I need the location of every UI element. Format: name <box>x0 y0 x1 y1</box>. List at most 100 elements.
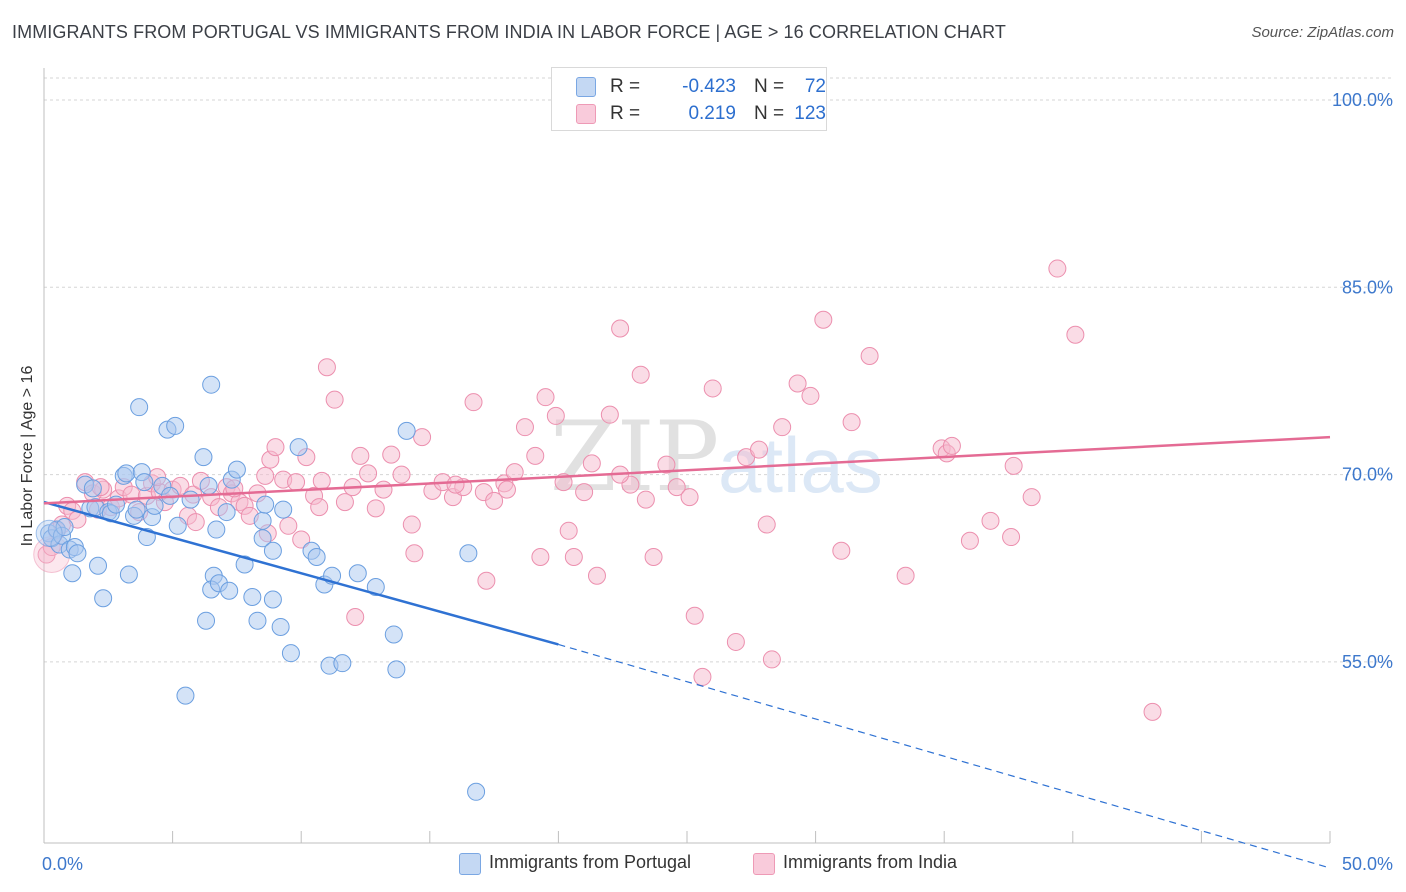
india-point <box>575 483 594 502</box>
india-point <box>366 499 385 518</box>
india-point <box>546 406 565 425</box>
india-point <box>325 390 344 409</box>
portugal-point <box>248 611 267 630</box>
india-point <box>464 393 483 412</box>
portugal-point <box>117 464 136 483</box>
watermark: ZIP atlas <box>550 401 883 513</box>
india-point <box>762 650 781 669</box>
portugal-point <box>253 511 272 530</box>
india-point <box>559 521 578 540</box>
portugal-point <box>181 490 200 509</box>
trend-lines <box>43 435 1331 869</box>
portugal-point <box>235 555 254 574</box>
india-point <box>405 544 424 563</box>
portugal-point <box>55 518 74 537</box>
portugal-point <box>145 496 164 515</box>
india-point <box>960 531 979 550</box>
india-point <box>351 446 370 465</box>
r-label: R = <box>610 103 641 124</box>
india-point <box>750 440 769 459</box>
india-point <box>1048 259 1067 278</box>
portugal-points <box>35 375 486 801</box>
portugal-point <box>467 782 486 801</box>
india-point <box>981 511 1000 530</box>
axes <box>43 68 1331 844</box>
india-point <box>413 428 432 447</box>
india-point <box>266 438 285 457</box>
portugal-point <box>243 587 262 606</box>
india-point <box>1002 528 1021 547</box>
india-point <box>186 513 205 532</box>
portugal-point <box>202 375 221 394</box>
portugal-trend-line <box>43 500 559 646</box>
india-point <box>497 480 516 499</box>
india-point <box>842 413 861 432</box>
india-point <box>335 493 354 512</box>
india-point <box>312 471 331 490</box>
portugal-point <box>83 479 102 498</box>
india-point <box>644 548 663 567</box>
y-tick-label: 100.0% <box>1332 90 1393 110</box>
india-point <box>317 358 336 377</box>
india-point <box>636 490 655 509</box>
y-tick-label: 70.0% <box>1342 465 1393 485</box>
portugal-swatch <box>576 77 596 97</box>
india-point <box>402 515 421 534</box>
portugal-point <box>289 438 308 457</box>
legend-label-india: Immigrants from India <box>783 852 958 872</box>
portugal-point <box>194 448 213 467</box>
r-label: R = <box>610 76 641 97</box>
portugal-point <box>263 590 282 609</box>
portugal-point <box>207 520 226 539</box>
india-point <box>860 346 879 365</box>
india-point <box>346 607 365 626</box>
india-point <box>942 436 961 455</box>
india-point <box>726 632 745 651</box>
india-point <box>703 379 722 398</box>
portugal-point <box>274 500 293 519</box>
portugal-point <box>135 473 154 492</box>
portugal-point <box>89 556 108 575</box>
portugal-trend-extension <box>558 643 1331 869</box>
india-point <box>680 488 699 507</box>
source-credit: Source: ZipAtlas.com <box>1251 24 1394 41</box>
india-point <box>515 418 534 437</box>
portugal-swatch <box>459 853 481 875</box>
india-point <box>446 475 465 494</box>
tick-labels: 55.0% 70.0% 85.0% 100.0% 0.0% 50.0% <box>42 90 1393 874</box>
portugal-point <box>348 564 367 583</box>
portugal-point <box>168 516 187 535</box>
india-point <box>310 498 329 517</box>
portugal-point <box>271 617 290 636</box>
india-point <box>685 606 704 625</box>
india-point <box>832 541 851 560</box>
portugal-point <box>217 503 236 522</box>
india-point <box>536 388 555 407</box>
india-point <box>287 473 306 492</box>
portugal-point <box>199 476 218 495</box>
india-point <box>667 478 686 497</box>
india-point <box>256 466 275 485</box>
grid-layer <box>44 77 1394 663</box>
portugal-point <box>119 565 138 584</box>
portugal-point <box>263 541 282 560</box>
chart-title: IMMIGRANTS FROM PORTUGAL VS IMMIGRANTS F… <box>12 22 1006 42</box>
portugal-point <box>176 686 195 705</box>
portugal-point <box>63 564 82 583</box>
portugal-point <box>220 581 239 600</box>
portugal-point <box>281 644 300 663</box>
portugal-point <box>333 654 352 673</box>
india-point <box>600 405 619 424</box>
india-point <box>292 530 311 549</box>
india-point <box>382 445 401 464</box>
portugal-point <box>307 548 326 567</box>
india-point <box>531 548 550 567</box>
india-point <box>359 464 378 483</box>
india-point <box>392 465 411 484</box>
portugal-point <box>127 500 146 519</box>
india-point <box>1143 702 1162 721</box>
india-point <box>582 454 601 473</box>
portugal-point <box>384 625 403 644</box>
india-point <box>505 463 524 482</box>
